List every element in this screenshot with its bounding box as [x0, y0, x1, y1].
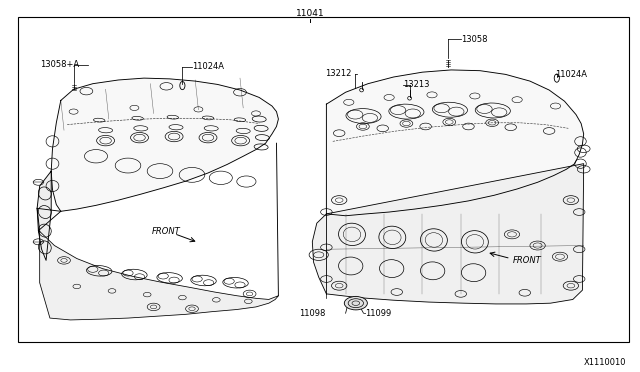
Polygon shape — [51, 78, 278, 211]
Text: 13213: 13213 — [403, 80, 429, 89]
Text: FRONT: FRONT — [513, 256, 542, 265]
Text: 11099: 11099 — [365, 309, 391, 318]
Bar — [18, 17, 629, 342]
Polygon shape — [312, 164, 584, 304]
Polygon shape — [40, 231, 278, 320]
Text: 11024A: 11024A — [556, 70, 588, 79]
Text: 11041: 11041 — [296, 9, 324, 17]
Text: 13058: 13058 — [461, 35, 487, 44]
Circle shape — [344, 296, 367, 310]
Polygon shape — [37, 171, 51, 260]
Text: 11024A: 11024A — [192, 62, 224, 71]
Text: X1110010: X1110010 — [584, 358, 626, 367]
Text: 13212: 13212 — [325, 69, 351, 78]
Polygon shape — [326, 70, 584, 216]
Text: FRONT: FRONT — [152, 227, 180, 236]
Text: 11098: 11098 — [300, 309, 326, 318]
Text: 13058+A: 13058+A — [40, 60, 79, 69]
